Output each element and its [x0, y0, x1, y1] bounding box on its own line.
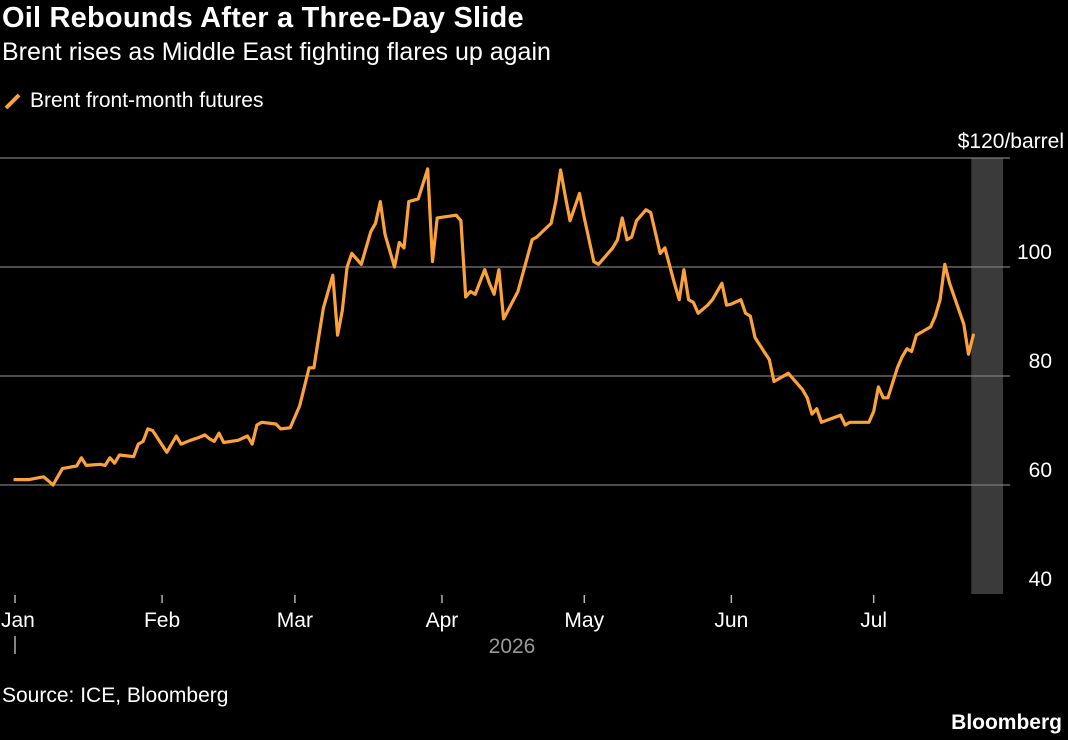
y-unit-label: $120/barrel	[958, 130, 1064, 153]
legend-label: Brent front-month futures	[30, 89, 264, 112]
brand-logo-text: Bloomberg	[951, 711, 1062, 734]
x-tick-label-jan: Jan	[1, 609, 35, 632]
x-axis-group: Jan Feb Mar Apr May Jun Jul 2026	[1, 595, 887, 658]
x-tick-label-mar: Mar	[277, 609, 313, 632]
chart-legend: Brent front-month futures	[2, 88, 263, 114]
x-tick-label-jul: Jul	[860, 609, 887, 632]
y-tick-label-100: 100	[1017, 241, 1052, 264]
y-tick-label-80: 80	[1029, 350, 1052, 373]
x-tick-label-may: May	[564, 609, 604, 632]
x-year-label: 2026	[489, 635, 536, 658]
source-note: Source: ICE, Bloomberg	[2, 684, 229, 707]
y-tick-labels-group: 40 60 80 100 $120/barrel	[958, 130, 1064, 591]
x-tick-label-jun: Jun	[714, 609, 748, 632]
series-group	[13, 167, 975, 487]
y-tick-label-40: 40	[1029, 568, 1052, 591]
chart-title: Oil Rebounds After a Three-Day Slide	[2, 2, 524, 34]
x-tick-label-feb: Feb	[144, 609, 180, 632]
gridlines-group	[0, 157, 1010, 486]
x-tick-label-apr: Apr	[426, 609, 459, 632]
y-tick-label-60: 60	[1029, 459, 1052, 482]
series-line-0	[13, 167, 975, 487]
legend-swatch-line-icon	[4, 93, 21, 110]
chart-subtitle: Brent rises as Middle East fighting flar…	[2, 38, 551, 66]
